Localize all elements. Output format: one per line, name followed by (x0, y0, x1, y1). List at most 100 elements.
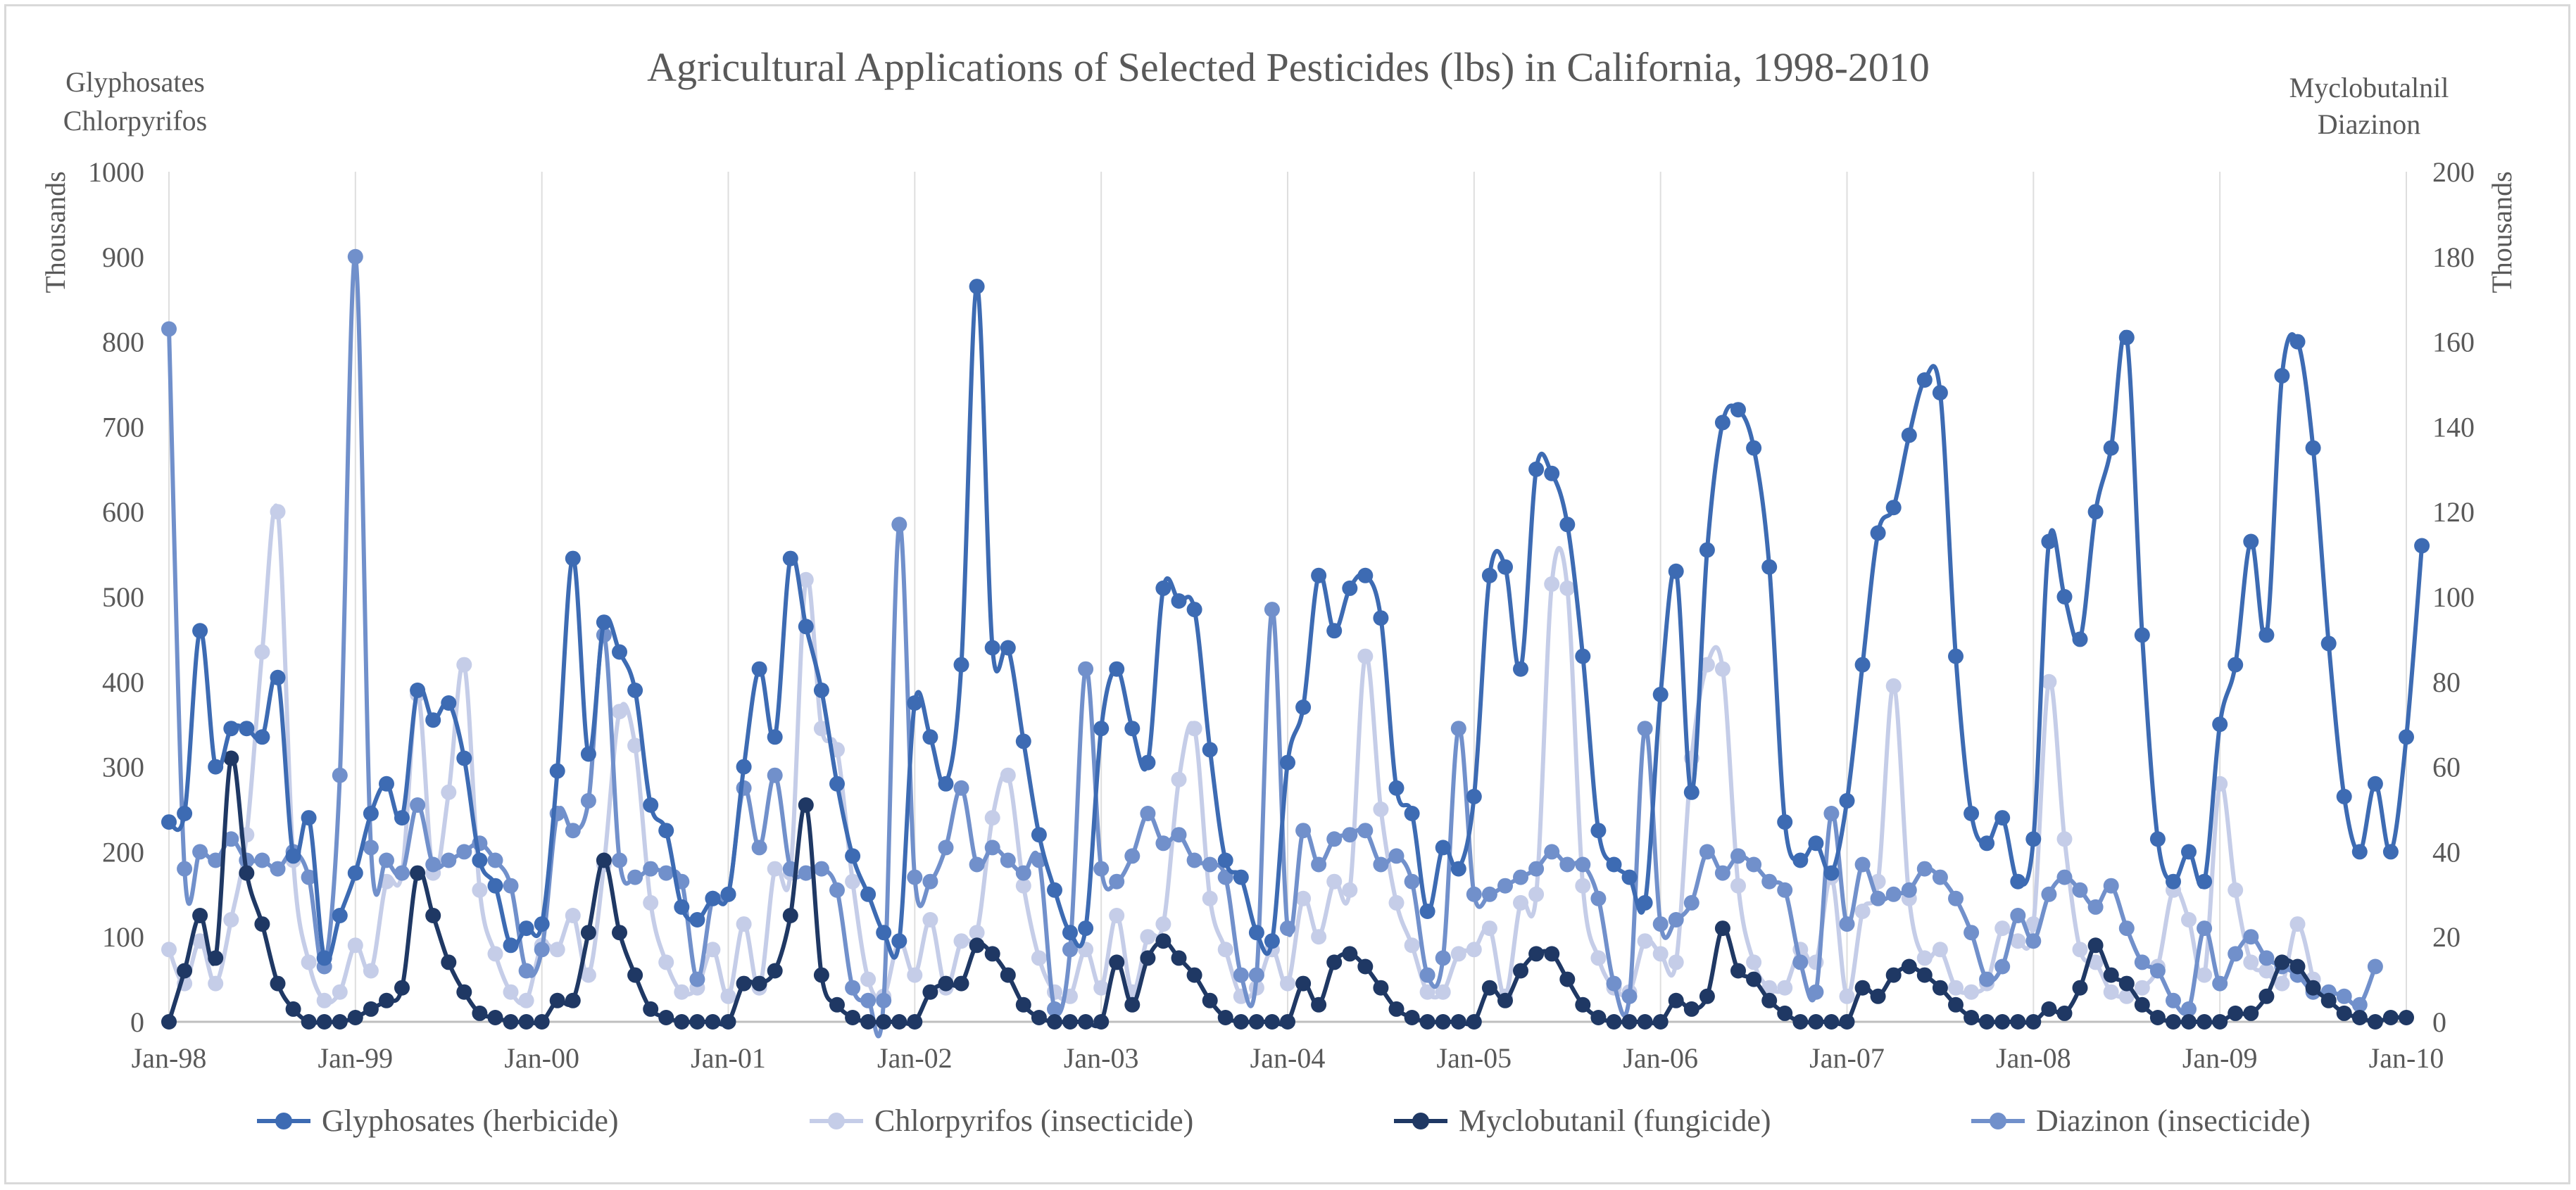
data-point-chlorpyrifos (1699, 657, 1715, 673)
data-point-diazinon (1559, 856, 1576, 873)
data-point-glyphosates (254, 729, 270, 745)
data-point-myclobutanil (410, 865, 426, 881)
left-tick-label: 600 (102, 496, 144, 528)
data-point-glyphosates (410, 682, 426, 698)
data-point-chlorpyrifos (1854, 904, 1871, 919)
data-point-myclobutanil (1171, 950, 1187, 966)
data-point-chlorpyrifos (1481, 920, 1497, 937)
data-point-chlorpyrifos (1155, 916, 1171, 932)
data-point-glyphosates (223, 721, 239, 737)
x-tick-label: Jan-10 (2369, 1042, 2444, 1074)
data-point-glyphosates (518, 920, 534, 937)
data-point-myclobutanil (2289, 958, 2306, 975)
data-point-diazinon (1714, 865, 1730, 881)
data-point-myclobutanil (1419, 1014, 1435, 1030)
data-point-glyphosates (1481, 567, 1497, 583)
legend-swatch-marker (275, 1113, 292, 1129)
data-point-glyphosates (332, 908, 348, 923)
data-point-diazinon (751, 840, 767, 856)
data-point-diazinon (1202, 856, 1218, 873)
data-point-myclobutanil (2382, 1010, 2399, 1025)
data-point-diazinon (1466, 886, 1482, 902)
data-point-myclobutanil (487, 1010, 503, 1025)
data-point-glyphosates (860, 886, 877, 902)
data-point-myclobutanil (425, 908, 441, 923)
data-point-chlorpyrifos (1948, 980, 1964, 996)
x-tick-label: Jan-04 (1250, 1042, 1326, 1074)
data-point-diazinon (1606, 975, 1622, 992)
data-point-glyphosates (829, 776, 845, 792)
data-point-glyphosates (736, 759, 752, 775)
data-point-glyphosates (1155, 580, 1171, 596)
data-point-myclobutanil (177, 963, 193, 979)
data-point-glyphosates (2056, 589, 2073, 605)
data-point-diazinon (798, 865, 814, 881)
data-point-chlorpyrifos (907, 967, 923, 983)
data-point-glyphosates (782, 550, 798, 566)
x-tick-label: Jan-03 (1064, 1042, 1139, 1074)
data-point-chlorpyrifos (1450, 946, 1466, 962)
data-point-chlorpyrifos (1994, 920, 2011, 937)
data-point-glyphosates (549, 763, 565, 779)
data-point-diazinon (1575, 856, 1591, 873)
data-point-glyphosates (2336, 788, 2352, 804)
data-point-glyphosates (1730, 402, 1746, 418)
data-point-glyphosates (2274, 367, 2290, 384)
data-point-chlorpyrifos (503, 984, 519, 1000)
data-point-chlorpyrifos (1357, 648, 1374, 664)
data-point-myclobutanil (239, 865, 255, 881)
data-point-chlorpyrifos (845, 873, 861, 890)
left-axis-ticks: 0 100 200 300 400 500 600 700 800 900 1000 (88, 156, 144, 1038)
data-point-myclobutanil (2258, 988, 2275, 1004)
data-point-chlorpyrifos (518, 992, 534, 1008)
data-point-diazinon (1544, 844, 1560, 860)
data-point-myclobutanil (1248, 1014, 1264, 1030)
data-point-glyphosates (1233, 869, 1249, 885)
data-point-myclobutanil (394, 980, 410, 996)
data-point-myclobutanil (829, 996, 845, 1013)
series-layer (161, 248, 2430, 1039)
data-point-diazinon (2336, 988, 2352, 1004)
x-tick-label: Jan-02 (877, 1042, 953, 1074)
legend-label: Glyphosates (herbicide) (322, 1103, 619, 1138)
data-point-diazinon (1124, 848, 1141, 864)
data-point-diazinon (2212, 975, 2228, 992)
data-point-chlorpyrifos (332, 984, 348, 1000)
data-point-glyphosates (938, 776, 954, 792)
data-point-diazinon (1964, 925, 1980, 941)
data-point-glyphosates (1683, 784, 1699, 800)
data-point-chlorpyrifos (1559, 580, 1576, 596)
data-point-diazinon (689, 971, 705, 987)
data-point-diazinon (2010, 908, 2026, 923)
data-point-myclobutanil (1606, 1014, 1622, 1030)
data-point-myclobutanil (518, 1014, 534, 1030)
data-point-myclobutanil (689, 1014, 705, 1030)
data-point-diazinon (2134, 954, 2150, 970)
data-point-chlorpyrifos (1714, 661, 1730, 677)
right-tick-label: 160 (2432, 327, 2475, 358)
data-point-diazinon (2025, 933, 2042, 949)
series-glyphosates (161, 279, 2430, 966)
data-point-chlorpyrifos (254, 644, 270, 660)
data-point-myclobutanil (1932, 980, 1948, 996)
data-point-chlorpyrifos (1730, 878, 1746, 894)
data-point-glyphosates (472, 852, 488, 868)
left-corner-label-line-1: Glyphosates (65, 66, 205, 98)
data-point-myclobutanil (2399, 1010, 2414, 1025)
data-point-chlorpyrifos (472, 882, 488, 898)
data-point-chlorpyrifos (2289, 916, 2306, 932)
legend-label: Chlorpyrifos (insecticide) (874, 1103, 1193, 1138)
data-point-diazinon (1979, 971, 1995, 987)
data-point-diazinon (1590, 890, 1607, 906)
data-point-glyphosates (1808, 835, 1824, 852)
data-point-glyphosates (1419, 904, 1435, 919)
data-point-glyphosates (1513, 661, 1528, 677)
data-point-diazinon (503, 878, 519, 894)
data-point-chlorpyrifos (969, 925, 985, 941)
data-point-glyphosates (565, 550, 581, 566)
data-point-diazinon (658, 865, 674, 881)
data-point-chlorpyrifos (1388, 894, 1405, 911)
data-point-chlorpyrifos (363, 963, 379, 979)
data-point-myclobutanil (2305, 980, 2321, 996)
data-point-chlorpyrifos (2258, 963, 2275, 979)
